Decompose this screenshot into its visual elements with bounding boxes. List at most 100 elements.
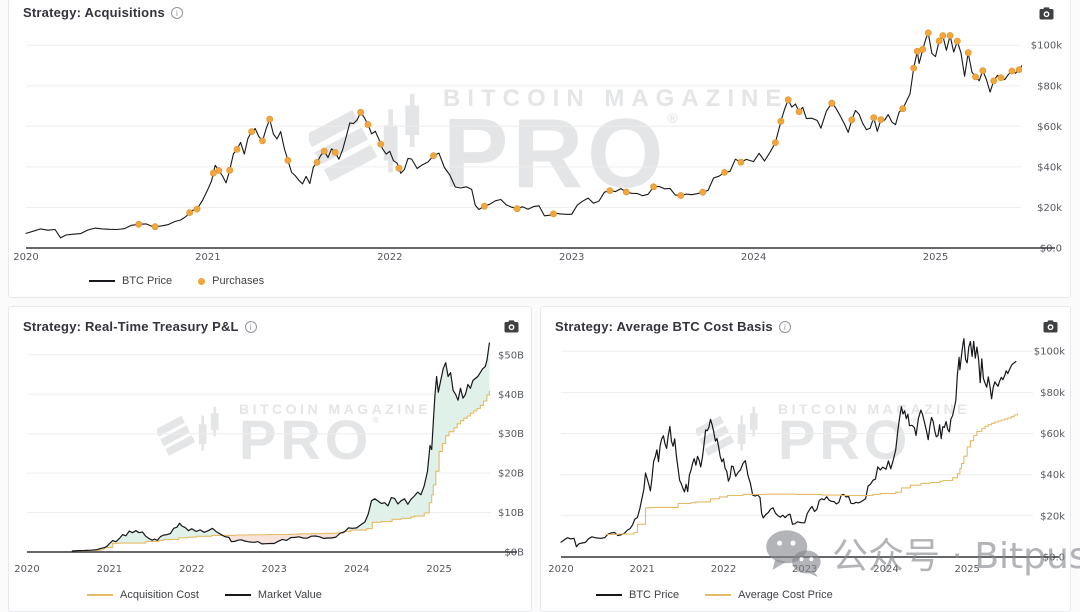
legend-line-marker bbox=[596, 594, 622, 596]
purchase-dot bbox=[249, 129, 255, 135]
legend-line-marker bbox=[225, 594, 251, 596]
svg-text:$40k: $40k bbox=[1037, 162, 1062, 173]
acquisitions-legend: BTC Price Purchases bbox=[89, 275, 264, 287]
svg-text:2023: 2023 bbox=[559, 252, 584, 263]
svg-text:2025: 2025 bbox=[426, 564, 451, 575]
legend-label: BTC Price bbox=[629, 589, 679, 601]
purchase-dot bbox=[227, 167, 233, 173]
svg-text:2025: 2025 bbox=[954, 564, 979, 575]
purchase-dot bbox=[721, 169, 727, 175]
purchase-dot bbox=[216, 167, 222, 173]
purchase-dot bbox=[954, 38, 960, 44]
svg-text:$30B: $30B bbox=[498, 429, 524, 440]
svg-text:$0.0: $0.0 bbox=[1043, 553, 1065, 564]
svg-text:2021: 2021 bbox=[629, 564, 654, 575]
svg-text:$20k: $20k bbox=[1037, 203, 1062, 214]
camera-icon[interactable] bbox=[1043, 320, 1058, 333]
purchase-dot bbox=[678, 192, 684, 198]
svg-text:2024: 2024 bbox=[873, 564, 898, 575]
purchase-dot bbox=[778, 118, 784, 124]
legend-item-btc-price[interactable]: BTC Price bbox=[596, 589, 679, 601]
svg-text:$20B: $20B bbox=[498, 469, 524, 480]
purchase-dot bbox=[849, 117, 855, 123]
camera-icon[interactable] bbox=[504, 320, 519, 333]
svg-text:2020: 2020 bbox=[548, 564, 573, 575]
purchase-dot bbox=[965, 50, 971, 56]
purchase-dot bbox=[1033, 55, 1039, 61]
legend-label: Purchases bbox=[212, 275, 264, 287]
purchase-dot bbox=[920, 46, 926, 52]
treasury-pnl-chart-card: Strategy: Real-Time Treasury P&L i BITCO… bbox=[8, 306, 532, 612]
card-header: Strategy: Average BTC Cost Basis i bbox=[555, 319, 791, 334]
camera-icon[interactable] bbox=[1039, 7, 1054, 20]
svg-text:$40k: $40k bbox=[1040, 470, 1065, 481]
camera-glyph bbox=[504, 320, 519, 333]
svg-text:2025: 2025 bbox=[923, 252, 948, 263]
svg-text:$60k: $60k bbox=[1040, 429, 1065, 440]
treasury-pnl-legend: Acquisition Cost Market Value bbox=[87, 589, 322, 601]
legend-item-purchases[interactable]: Purchases bbox=[198, 275, 264, 287]
purchase-dot bbox=[607, 188, 613, 194]
purchase-dot bbox=[829, 100, 835, 106]
camera-glyph bbox=[1039, 7, 1054, 20]
svg-text:2020: 2020 bbox=[14, 564, 39, 575]
legend-item-average-cost-price[interactable]: Average Cost Price bbox=[705, 589, 833, 601]
legend-line-marker bbox=[705, 594, 731, 596]
svg-text:$100k: $100k bbox=[1031, 41, 1062, 52]
purchase-dot bbox=[878, 117, 884, 123]
gain-fill bbox=[345, 343, 489, 532]
card-header: Strategy: Acquisitions i bbox=[23, 5, 183, 20]
purchase-dot bbox=[136, 221, 142, 227]
svg-text:2021: 2021 bbox=[97, 564, 122, 575]
cost-basis-legend: BTC Price Average Cost Price bbox=[596, 589, 833, 601]
legend-label: BTC Price bbox=[122, 275, 172, 287]
svg-text:$0.0: $0.0 bbox=[1040, 244, 1062, 255]
info-icon[interactable]: i bbox=[245, 321, 257, 333]
legend-item-market-value[interactable]: Market Value bbox=[225, 589, 322, 601]
legend-line-marker bbox=[89, 280, 115, 282]
purchase-dot bbox=[358, 109, 364, 115]
legend-label: Average Cost Price bbox=[738, 589, 833, 601]
purchase-dot bbox=[940, 33, 946, 39]
purchase-dot bbox=[900, 106, 906, 112]
purchase-dot bbox=[234, 146, 240, 152]
purchase-dot bbox=[980, 68, 986, 74]
svg-text:$50B: $50B bbox=[498, 350, 524, 361]
purchase-dot bbox=[285, 157, 291, 163]
legend-item-acquisition-cost[interactable]: Acquisition Cost bbox=[87, 589, 199, 601]
purchase-dot bbox=[267, 116, 273, 122]
purchase-dot bbox=[1016, 67, 1022, 73]
purchase-dot bbox=[972, 74, 978, 80]
purchase-dot bbox=[430, 153, 436, 159]
purchase-dot bbox=[623, 189, 629, 195]
camera-glyph bbox=[1043, 320, 1058, 333]
legend-label: Acquisition Cost bbox=[120, 589, 199, 601]
legend-line-marker bbox=[87, 594, 113, 596]
svg-text:2022: 2022 bbox=[179, 564, 204, 575]
svg-text:$100k: $100k bbox=[1034, 347, 1065, 358]
svg-text:$40B: $40B bbox=[498, 390, 524, 401]
svg-text:$60k: $60k bbox=[1037, 122, 1062, 133]
purchase-dot bbox=[365, 121, 371, 127]
purchase-dot bbox=[481, 203, 487, 209]
purchase-dot bbox=[1009, 68, 1015, 74]
purchase-dot bbox=[396, 165, 402, 171]
svg-text:$80k: $80k bbox=[1037, 81, 1062, 92]
purchase-dot bbox=[738, 159, 744, 165]
legend-label: Market Value bbox=[258, 589, 322, 601]
purchase-dot bbox=[998, 75, 1004, 81]
purchase-dot bbox=[925, 30, 931, 36]
series-market-value bbox=[72, 343, 489, 551]
purchase-dot bbox=[785, 97, 791, 103]
svg-text:$10B: $10B bbox=[498, 508, 524, 519]
info-icon[interactable]: i bbox=[171, 7, 183, 19]
purchase-dot bbox=[991, 78, 997, 84]
legend-item-btc-price[interactable]: BTC Price bbox=[89, 275, 172, 287]
purchase-dot bbox=[314, 159, 320, 165]
svg-text:2024: 2024 bbox=[344, 564, 369, 575]
card-header: Strategy: Real-Time Treasury P&L i bbox=[23, 319, 257, 334]
info-icon[interactable]: i bbox=[779, 321, 791, 333]
